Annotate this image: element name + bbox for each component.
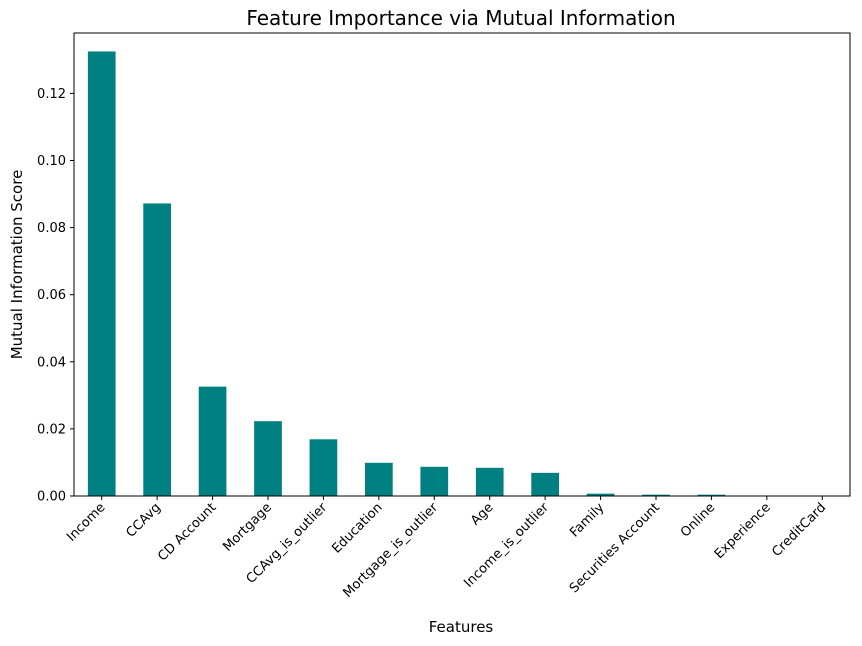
x-tick-label: Experience [712, 500, 774, 562]
y-tick-label: 0.12 [37, 87, 66, 102]
bar [586, 493, 615, 496]
bars [87, 51, 726, 496]
bar [531, 472, 559, 496]
bar [642, 494, 670, 496]
y-tick-label: 0.10 [37, 154, 66, 169]
bar [365, 462, 393, 496]
x-tick-label: Education [329, 500, 385, 556]
x-tick-label: CCAvg [124, 500, 164, 540]
x-tick-label: Mortgage [220, 500, 275, 555]
bar [475, 467, 504, 496]
x-tick-label: Age [468, 500, 496, 528]
y-axis-title: Mutual Information Score [8, 170, 26, 360]
x-tick-label: Income [64, 500, 108, 544]
bar [198, 386, 227, 496]
y-tick-label: 0.02 [37, 422, 66, 437]
x-tick-label: Mortgage_is_outlier [340, 500, 441, 601]
y-tick-label: 0.06 [37, 288, 66, 303]
bar [309, 439, 338, 496]
y-tick-label: 0.04 [37, 355, 66, 370]
bar [697, 494, 726, 496]
bar [87, 51, 116, 496]
bar [143, 203, 171, 496]
y-tick-label: 0.00 [37, 490, 66, 505]
bar [254, 421, 282, 496]
x-axis-title: Features [429, 618, 494, 636]
y-tick-label: 0.08 [37, 221, 66, 236]
bar [420, 466, 449, 496]
y-axis-ticks: 0.00 0.02 0.04 0.06 0.08 0.10 0.12 [37, 87, 74, 505]
chart-title: Feature Importance via Mutual Informatio… [246, 6, 675, 30]
x-tick-label: CD Account [155, 500, 219, 564]
plot-frame [73, 32, 851, 497]
x-tick-label: Online [678, 500, 718, 540]
x-tick-label: Family [567, 500, 607, 540]
x-tick-label: CreditCard [769, 500, 829, 560]
